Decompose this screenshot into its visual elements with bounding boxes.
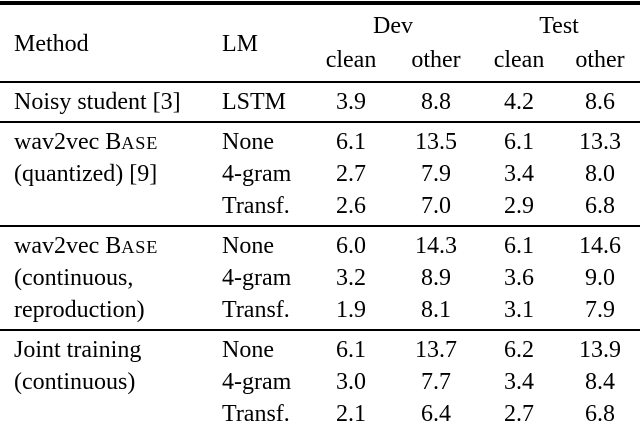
value-cell: 2.9 [504, 192, 535, 219]
value-cell: 6.8 [585, 192, 616, 219]
column-group-dev: Dev [373, 12, 413, 39]
table-row: Transf. 2.6 7.0 2.9 6.8 [0, 190, 640, 226]
method-cell: (continuous, [0, 262, 210, 294]
method-text: wav2vec B [14, 232, 122, 259]
lm-cell: 4-gram [222, 264, 292, 291]
table-row: wav2vec Base None 6.0 14.3 6.1 14.6 [0, 225, 640, 262]
column-header-lm: LM [222, 31, 258, 57]
value-cell: 7.7 [421, 368, 451, 395]
method-cell: (continuous) [0, 366, 210, 398]
value-cell: 7.9 [585, 296, 616, 323]
value-cell: 14.3 [394, 225, 479, 262]
value-cell: 3.4 [504, 160, 535, 187]
value-cell: 6.4 [421, 400, 451, 427]
method-smallcaps-text: ase [121, 132, 159, 153]
column-header-method: Method [14, 31, 89, 57]
value-cell: 14.6 [560, 225, 640, 262]
method-smallcaps-text: ase [121, 236, 159, 257]
table-row: wav2vec Base None 6.1 13.5 6.1 13.3 [0, 121, 640, 158]
value-cell: 3.2 [336, 264, 366, 291]
lm-cell: None [210, 225, 308, 262]
value-cell: 8.6 [560, 81, 640, 122]
method-cell: Joint training [0, 329, 210, 366]
value-cell: 6.1 [478, 225, 561, 262]
lm-cell: None [210, 329, 308, 366]
value-cell: 13.5 [394, 121, 479, 158]
lm-cell: Transf. [222, 296, 290, 323]
value-cell: 6.1 [308, 121, 394, 158]
value-cell: 6.1 [308, 329, 394, 366]
value-cell: 3.1 [504, 296, 535, 323]
value-cell: 4.2 [478, 81, 561, 122]
value-cell: 1.9 [336, 296, 366, 323]
table-row: (continuous, 4-gram 3.2 8.9 3.6 9.0 [0, 262, 640, 294]
table-header: Method LM Dev Test clean other clean oth… [0, 3, 640, 82]
value-cell: 3.9 [308, 81, 394, 122]
value-cell: 3.0 [336, 368, 366, 395]
header-subcol-row: clean other clean other [0, 44, 640, 82]
value-cell: 2.7 [504, 400, 535, 427]
column-group-test: Test [539, 12, 579, 39]
header-group-row: Method LM Dev Test [0, 3, 640, 58]
method-cell [0, 398, 210, 431]
value-cell: 2.7 [336, 160, 366, 187]
table-row: (continuous) 4-gram 3.0 7.7 3.4 8.4 [0, 366, 640, 398]
value-cell: 9.0 [585, 264, 616, 291]
value-cell: 6.0 [308, 225, 394, 262]
column-header-test-other: other [575, 47, 625, 73]
method-cell: (quantized) [9] [0, 158, 210, 190]
value-cell: 6.1 [478, 121, 561, 158]
column-header-dev-other: other [411, 47, 461, 73]
method-cell: Noisy student [3] [0, 81, 210, 122]
column-header-dev-clean: clean [325, 47, 377, 73]
value-cell: 3.4 [504, 368, 535, 395]
lm-cell: LSTM [210, 81, 308, 122]
value-cell: 8.0 [585, 160, 616, 187]
method-text: wav2vec B [14, 128, 122, 155]
lm-cell: 4-gram [222, 160, 292, 187]
method-cell: reproduction) [0, 294, 210, 330]
value-cell: 8.9 [421, 264, 451, 291]
table-row: Noisy student [3] LSTM 3.9 8.8 4.2 8.6 [0, 81, 640, 122]
method-text: (continuous) [14, 368, 136, 395]
method-text: Noisy student [3] [14, 88, 181, 115]
lm-cell: Transf. [222, 192, 290, 219]
value-cell: 8.1 [421, 296, 451, 323]
value-cell: 8.4 [585, 368, 616, 395]
table-row: (quantized) [9] 4-gram 2.7 7.9 3.4 8.0 [0, 158, 640, 190]
value-cell: 13.9 [560, 329, 640, 366]
method-text: (continuous, [14, 264, 134, 291]
column-header-test-clean: clean [493, 47, 545, 73]
value-cell: 2.6 [336, 192, 366, 219]
value-cell: 6.2 [478, 329, 561, 366]
lm-cell: None [210, 121, 308, 158]
value-cell: 7.0 [421, 192, 451, 219]
lm-cell: Transf. [222, 400, 290, 427]
method-cell [0, 190, 210, 226]
value-cell: 6.8 [585, 400, 616, 427]
method-cell: wav2vec Base [0, 121, 210, 158]
table-row: Transf. 2.1 6.4 2.7 6.8 [0, 398, 640, 431]
value-cell: 3.6 [504, 264, 535, 291]
value-cell: 13.3 [560, 121, 640, 158]
method-text: (quantized) [9] [14, 160, 158, 187]
method-text: reproduction) [14, 296, 145, 323]
value-cell: 8.8 [394, 81, 479, 122]
method-cell: wav2vec Base [0, 225, 210, 262]
value-cell: 2.1 [336, 400, 366, 427]
table-row: Joint training None 6.1 13.7 6.2 13.9 [0, 329, 640, 366]
value-cell: 7.9 [421, 160, 451, 187]
table-body: Noisy student [3] LSTM 3.9 8.8 4.2 8.6 wav2vec… [0, 81, 640, 431]
method-text: Joint training [14, 336, 142, 363]
table-row: reproduction) Transf. 1.9 8.1 3.1 7.9 [0, 294, 640, 330]
value-cell: 13.7 [394, 329, 479, 366]
lm-cell: 4-gram [222, 368, 292, 395]
